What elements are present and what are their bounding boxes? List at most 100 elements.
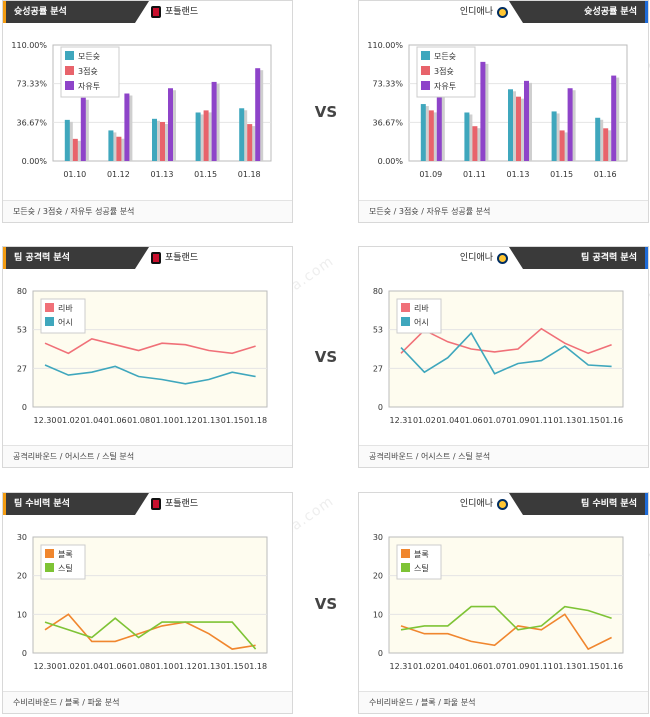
bar-shadow: [155, 120, 160, 161]
bar-shadow: [570, 90, 576, 161]
series-line: [400, 613, 612, 651]
panel-header: 인디애나 슛성공률 분석: [359, 1, 648, 23]
bar: [480, 61, 486, 161]
bar-shadow: [439, 88, 445, 161]
legend-swatch: [65, 81, 74, 90]
x-tick-label: 01.07: [483, 416, 506, 425]
x-tick-label: 01.02: [57, 416, 80, 425]
bar: [428, 110, 434, 161]
y-tick-label: 80: [373, 287, 383, 296]
bar-shadow: [554, 113, 560, 161]
y-tick-label: 53: [373, 326, 383, 335]
team-name: 포틀랜드: [165, 7, 199, 17]
x-tick-label: 01.08: [127, 416, 150, 425]
bar-shadow: [127, 95, 133, 161]
legend-swatch: [421, 81, 430, 90]
bar: [559, 130, 565, 161]
panel-header: 팀 수비력 분석 포틀랜드: [3, 493, 292, 515]
bar-shadow: [614, 77, 620, 161]
shooting-chart: 0.00% 36.67% 73.33% 110.00% 01.09 01.11 01.13 0…: [367, 41, 628, 179]
bar: [247, 124, 253, 161]
x-tick-label: 01.13: [553, 662, 576, 671]
y-tick-label: 80: [17, 287, 27, 296]
x-tick-label: 01.04: [80, 662, 103, 671]
x-tick-label: 01.07: [483, 662, 506, 671]
bar: [239, 108, 245, 161]
bar-shadow: [527, 82, 532, 161]
legend-swatch: [65, 51, 74, 60]
team-name: 포틀랜드: [165, 499, 199, 509]
bar-shadow: [163, 123, 168, 161]
legend-swatch: [401, 563, 410, 572]
y-tick-label: 110.00%: [11, 41, 47, 50]
left-offense-panel: 팀 공격력 분석 포틀랜드 0 27 53 80 12.30 01.02 01.04 01.0…: [2, 246, 293, 468]
x-tick-label: 01.10: [151, 416, 174, 425]
x-tick-label: 01.15: [577, 662, 600, 671]
x-tick-label: 01.15: [221, 662, 244, 671]
legend-swatch: [45, 317, 54, 326]
bar: [595, 117, 601, 161]
portland-logo-icon: [151, 498, 161, 510]
left-defense-panel: 팀 수비력 분석 포틀랜드 0 10 20 30 12.30 01.02 01.04 01.0…: [2, 492, 293, 714]
x-tick-label: 12.30: [34, 662, 57, 671]
legend-swatch: [421, 51, 430, 60]
y-tick-label: 36.67%: [372, 118, 403, 127]
bar-shadow: [258, 70, 264, 161]
legend-swatch: [45, 303, 54, 312]
bar: [195, 112, 201, 161]
legend-swatch: [421, 66, 430, 75]
panel-title: 슛성공률 분석: [509, 1, 648, 23]
bar: [472, 126, 478, 161]
x-tick-label: 01.10: [63, 170, 86, 179]
bar: [436, 86, 442, 161]
panel-footer: 공격리바운드 / 어시스트 / 스틸 분석: [359, 445, 648, 467]
legend-swatch: [45, 549, 54, 558]
x-tick-label: 01.15: [550, 170, 573, 179]
team-label: 포틀랜드: [151, 493, 198, 515]
x-tick-label: 01.06: [460, 416, 483, 425]
x-tick-label: 01.04: [436, 416, 459, 425]
series-line: [44, 617, 257, 650]
bar: [152, 118, 157, 161]
x-tick-label: 01.16: [600, 416, 623, 425]
x-tick-label: 01.09: [419, 170, 442, 179]
left-shooting-panel: 슛성공률 분석 포틀랜드 0.00% 36.67% 73.33% 110.00% 01.…: [2, 0, 293, 223]
legend-label: 스틸: [58, 563, 73, 573]
bar: [611, 75, 617, 161]
bar: [108, 130, 114, 161]
panel-title: 팀 수비력 분석: [509, 493, 648, 515]
indiana-logo-icon: [497, 6, 508, 18]
x-tick-label: 01.16: [600, 662, 623, 671]
portland-logo-icon: [151, 6, 161, 18]
legend-label: 자유투: [434, 82, 456, 91]
panel-header: 인디애나 팀 공격력 분석: [359, 247, 648, 269]
panel-footer: 수비리바운드 / 블록 / 파울 분석: [3, 691, 292, 713]
x-tick-label: 01.13: [197, 416, 220, 425]
y-tick-label: 20: [373, 572, 383, 581]
x-tick-label: 01.13: [507, 170, 530, 179]
y-tick-label: 27: [373, 364, 383, 373]
x-tick-label: 12.31: [390, 416, 413, 425]
bar-shadow: [67, 121, 73, 161]
bar-shadow: [83, 99, 89, 161]
y-tick-label: 36.67%: [16, 118, 47, 127]
bar-shadow: [562, 132, 568, 161]
bar-shadow: [242, 110, 248, 161]
legend-swatch: [401, 549, 410, 558]
right-shooting-panel: 인디애나 슛성공률 분석 0.00% 36.67% 73.33% 110.00% 01.…: [358, 0, 649, 223]
y-tick-label: 73.33%: [372, 80, 403, 89]
x-tick-label: 01.13: [553, 416, 576, 425]
legend-swatch: [45, 563, 54, 572]
bar-shadow: [250, 126, 256, 161]
panel-footer: 공격리바운드 / 어시스트 / 스틸 분석: [3, 445, 292, 467]
y-tick-label: 30: [373, 533, 383, 542]
vs-label: VS: [314, 595, 338, 613]
legend-label: 리바: [58, 303, 73, 313]
right-offense-panel: 인디애나 팀 공격력 분석 0 27 53 80 12.31 01.02 01.04 01.0…: [358, 246, 649, 468]
x-tick-label: 01.08: [127, 662, 150, 671]
y-tick-label: 0: [22, 649, 27, 658]
x-tick-label: 01.15: [221, 416, 244, 425]
